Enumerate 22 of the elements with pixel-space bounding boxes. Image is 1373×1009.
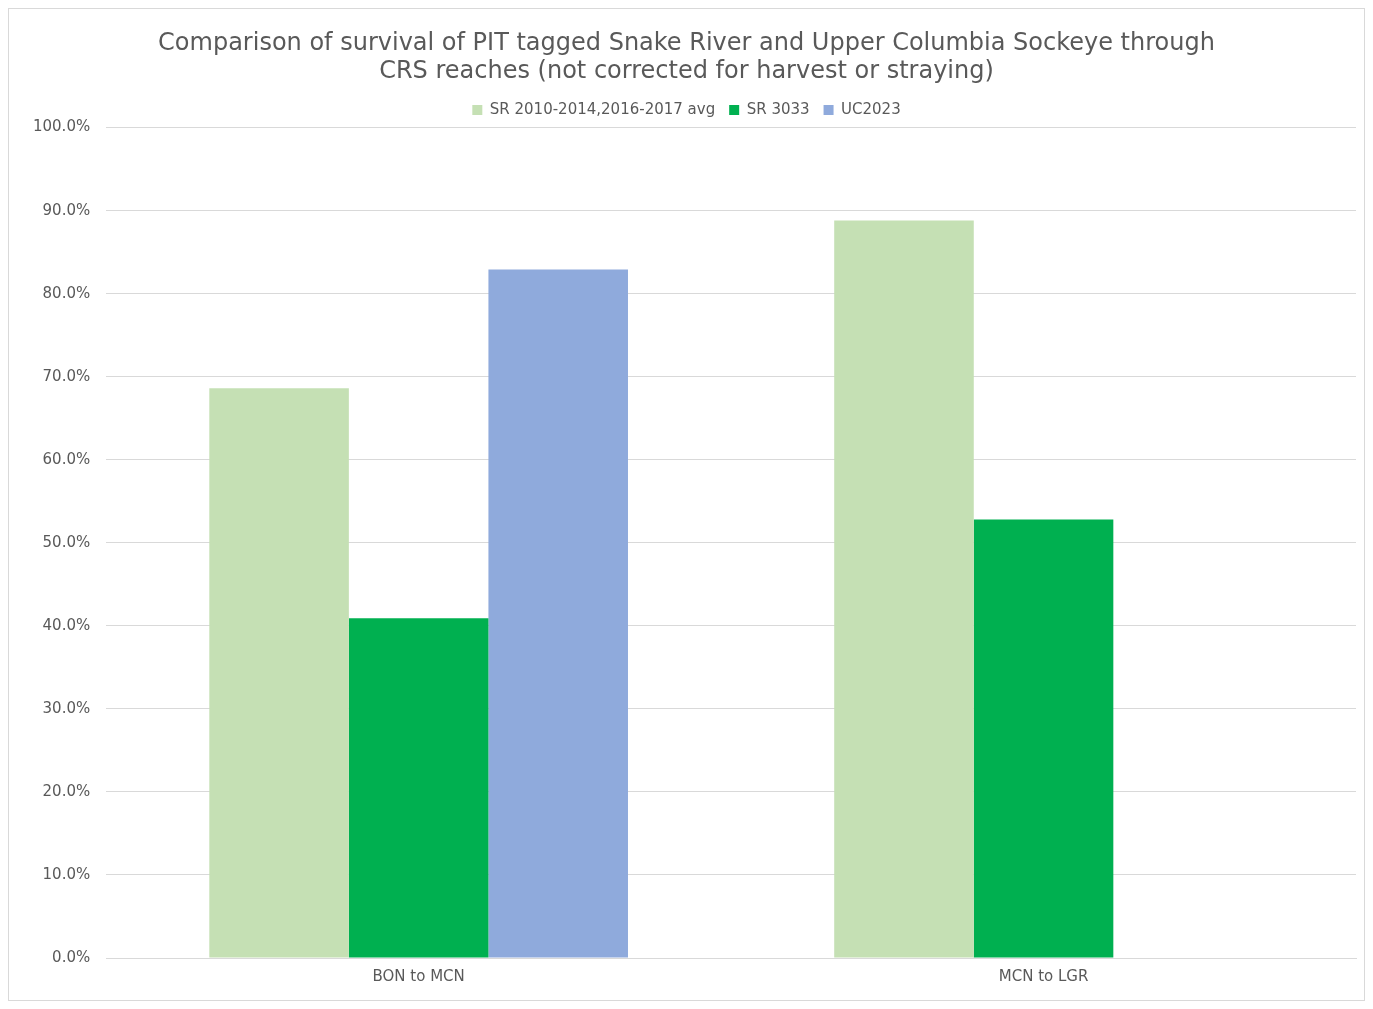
y-tick-label: 70.0% xyxy=(42,366,91,385)
bar xyxy=(348,618,489,958)
legend-label: UC2023 xyxy=(841,99,901,118)
bar xyxy=(834,220,974,958)
y-tick-label: 40.0% xyxy=(42,615,91,634)
chart-title: Comparison of survival of PIT tagged Snake River and Upper Columbia Sockeye through CRS reaches (not corrected for harvest or straying) xyxy=(158,27,1215,85)
y-tick-label: 10.0% xyxy=(42,864,91,883)
legend-label: SR 2010-2014,2016-2017 avg xyxy=(489,99,716,118)
y-tick-label: 0.0% xyxy=(52,947,91,966)
x-tick-label: MCN to LGR xyxy=(998,966,1089,985)
bar xyxy=(209,388,349,958)
y-tick-label: 60.0% xyxy=(42,449,91,468)
bar xyxy=(488,269,628,958)
y-tick-label: 30.0% xyxy=(42,698,91,717)
x-tick-label: BON to MCN xyxy=(372,966,465,985)
legend-label: SR 3033 xyxy=(746,99,810,118)
y-tick-label: 90.0% xyxy=(42,200,91,219)
y-tick-label: 20.0% xyxy=(42,781,91,800)
y-tick-label: 100.0% xyxy=(32,117,91,136)
y-tick-label: 50.0% xyxy=(42,532,91,551)
bar xyxy=(973,519,1114,958)
y-tick-label: 80.0% xyxy=(42,283,91,302)
